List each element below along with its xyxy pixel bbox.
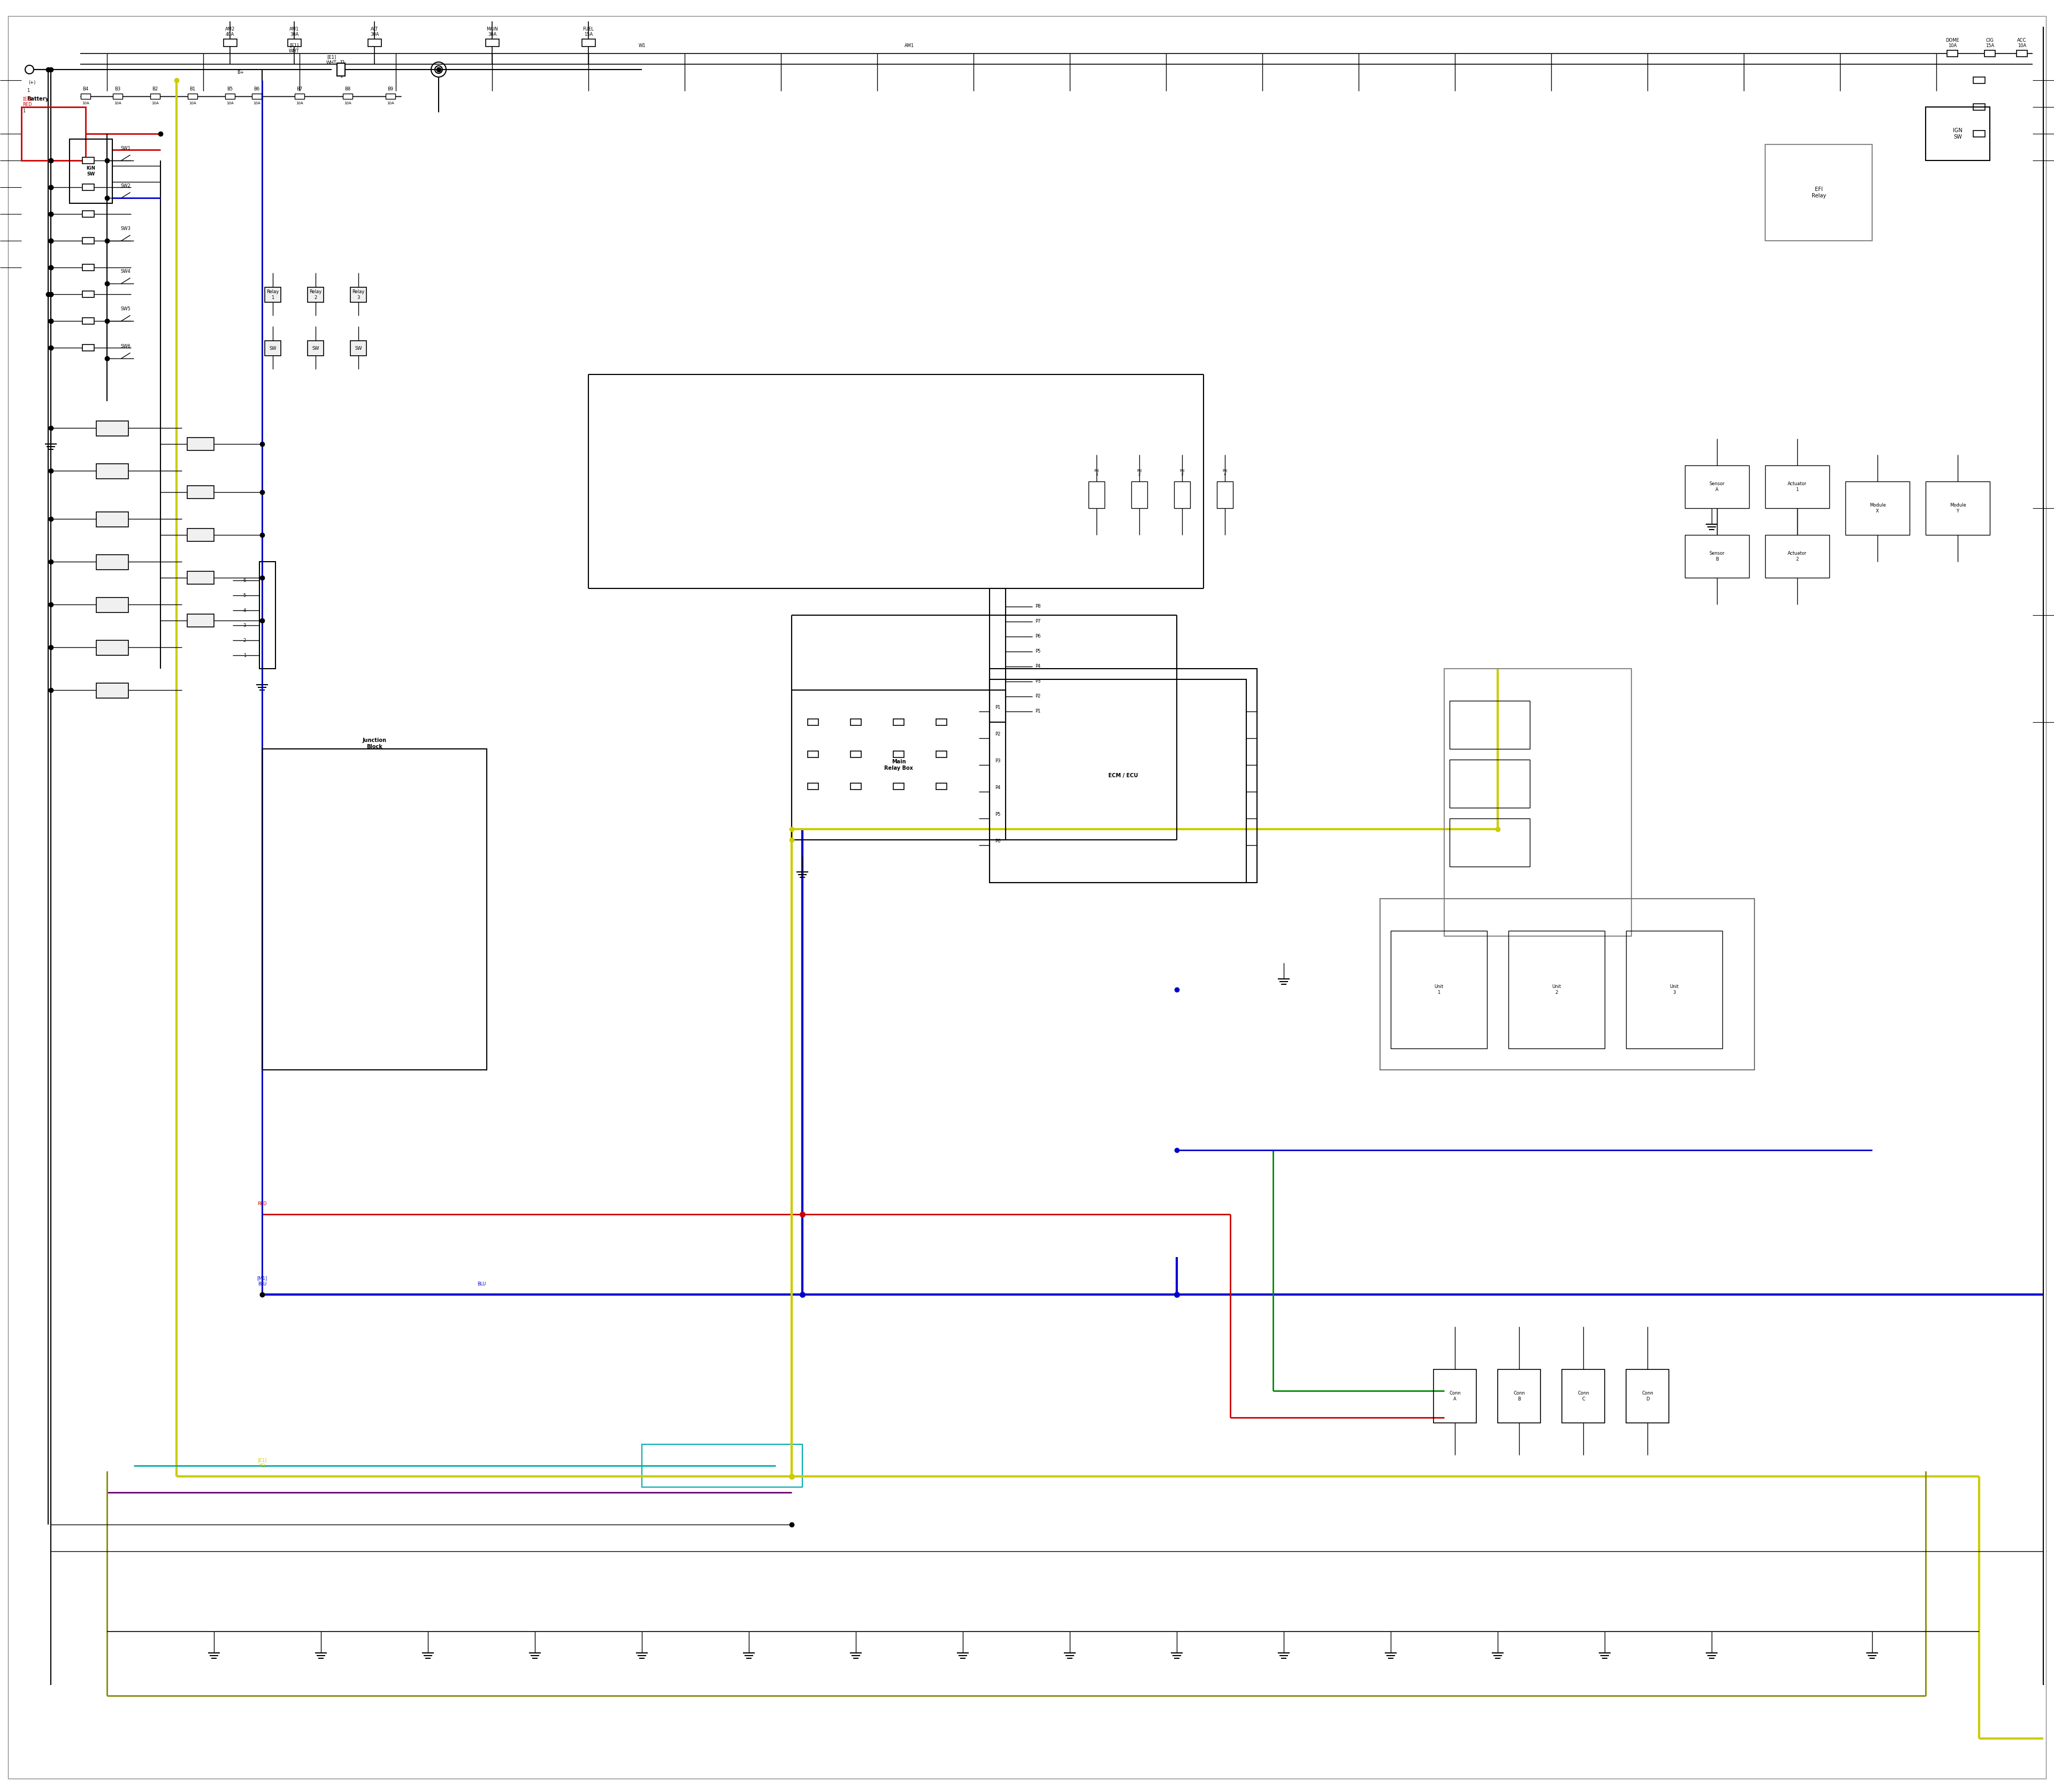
- Text: DOME
10A: DOME 10A: [1945, 38, 1960, 48]
- Text: [E1]
RED: [E1] RED: [23, 97, 33, 108]
- Bar: [82, 317, 94, 324]
- Text: B7: B7: [296, 86, 302, 91]
- Bar: [485, 39, 499, 47]
- Text: SW5: SW5: [121, 306, 131, 312]
- Bar: [259, 561, 275, 668]
- Text: SW: SW: [312, 346, 318, 351]
- Text: P3: P3: [994, 758, 1000, 763]
- Text: AM2
40A: AM2 40A: [226, 27, 234, 38]
- Text: INJ
4: INJ 4: [1222, 470, 1228, 477]
- Text: B8: B8: [345, 86, 351, 91]
- Text: Unit
2: Unit 2: [1553, 984, 1561, 995]
- Bar: [1132, 482, 1148, 509]
- Text: P5: P5: [1035, 649, 1041, 654]
- Text: P6: P6: [1035, 634, 1041, 640]
- Bar: [1391, 930, 1487, 1048]
- Bar: [1927, 482, 1990, 536]
- Bar: [1508, 930, 1604, 1048]
- Bar: [850, 751, 861, 758]
- Text: B4: B4: [82, 86, 88, 91]
- Bar: [113, 93, 123, 99]
- Text: B5: B5: [228, 86, 232, 91]
- Text: Sensor
B: Sensor B: [1709, 552, 1725, 561]
- Text: 10A: 10A: [226, 102, 234, 106]
- Text: P7: P7: [1035, 620, 1041, 624]
- Text: B9: B9: [388, 86, 394, 91]
- Text: Unit
1: Unit 1: [1434, 984, 1444, 995]
- Bar: [70, 140, 113, 202]
- Text: SW6: SW6: [121, 344, 131, 349]
- Text: [E1]
WHT: [E1] WHT: [290, 43, 300, 54]
- Bar: [850, 719, 861, 726]
- Text: FUEL
15A: FUEL 15A: [583, 27, 594, 38]
- Text: CIG
15A: CIG 15A: [1986, 38, 1994, 48]
- Bar: [187, 486, 214, 498]
- Text: P3: P3: [1035, 679, 1041, 685]
- Text: 10A: 10A: [152, 102, 158, 106]
- Text: 6: 6: [242, 579, 246, 582]
- Bar: [1497, 1369, 1540, 1423]
- Text: P1: P1: [1035, 710, 1041, 713]
- Bar: [807, 783, 817, 790]
- Bar: [368, 39, 382, 47]
- Text: P6: P6: [994, 839, 1000, 844]
- Text: P8: P8: [1035, 604, 1041, 609]
- Text: Main
Relay Box: Main Relay Box: [883, 760, 914, 771]
- Text: Battery: Battery: [27, 97, 49, 102]
- Text: INJ
2: INJ 2: [1136, 470, 1142, 477]
- Bar: [150, 93, 160, 99]
- Bar: [1974, 104, 1984, 109]
- Text: SW: SW: [355, 346, 362, 351]
- Bar: [226, 93, 234, 99]
- Bar: [1947, 50, 1957, 57]
- Bar: [308, 340, 325, 357]
- Text: RED: RED: [257, 1201, 267, 1206]
- Text: E1: E1: [435, 68, 442, 72]
- Bar: [1450, 701, 1530, 749]
- Text: B1: B1: [189, 86, 195, 91]
- Text: 10A: 10A: [82, 102, 88, 106]
- Bar: [1444, 668, 1631, 935]
- Bar: [850, 783, 861, 790]
- Bar: [21, 108, 86, 161]
- Text: SW3: SW3: [121, 226, 131, 231]
- Bar: [82, 290, 94, 297]
- Text: B+: B+: [238, 70, 244, 75]
- Bar: [1844, 482, 1910, 536]
- Bar: [581, 39, 596, 47]
- Text: 1: 1: [23, 109, 25, 113]
- Text: SW4: SW4: [121, 269, 131, 274]
- Bar: [937, 719, 947, 726]
- Bar: [937, 783, 947, 790]
- Bar: [97, 556, 127, 570]
- Bar: [82, 211, 94, 217]
- Text: Unit
3: Unit 3: [1670, 984, 1678, 995]
- Bar: [288, 39, 300, 47]
- Bar: [1450, 819, 1530, 867]
- Text: Relay
1: Relay 1: [267, 290, 279, 299]
- Text: IGN
SW: IGN SW: [86, 167, 94, 176]
- Bar: [1764, 466, 1830, 509]
- Bar: [1984, 50, 1994, 57]
- Text: AM1: AM1: [904, 43, 914, 48]
- Text: 10A: 10A: [343, 102, 351, 106]
- Text: 2: 2: [242, 638, 246, 643]
- Bar: [1561, 1369, 1604, 1423]
- Bar: [97, 683, 127, 699]
- Bar: [187, 437, 214, 450]
- Bar: [308, 287, 325, 303]
- Bar: [990, 588, 1006, 722]
- Bar: [187, 572, 214, 584]
- Text: Junction
Block: Junction Block: [362, 738, 386, 749]
- Text: INJ
3: INJ 3: [1179, 470, 1185, 477]
- Text: P2: P2: [994, 731, 1000, 737]
- Bar: [1927, 108, 1990, 161]
- Text: (+): (+): [29, 81, 35, 84]
- Text: B2: B2: [152, 86, 158, 91]
- Text: Module
X: Module X: [1869, 504, 1886, 513]
- Bar: [1974, 131, 1984, 136]
- Text: ALT
30A: ALT 30A: [370, 27, 378, 38]
- Text: MAIN
30A: MAIN 30A: [487, 27, 497, 38]
- Text: [E1]
WHT: [E1] WHT: [327, 56, 337, 65]
- Bar: [351, 287, 366, 303]
